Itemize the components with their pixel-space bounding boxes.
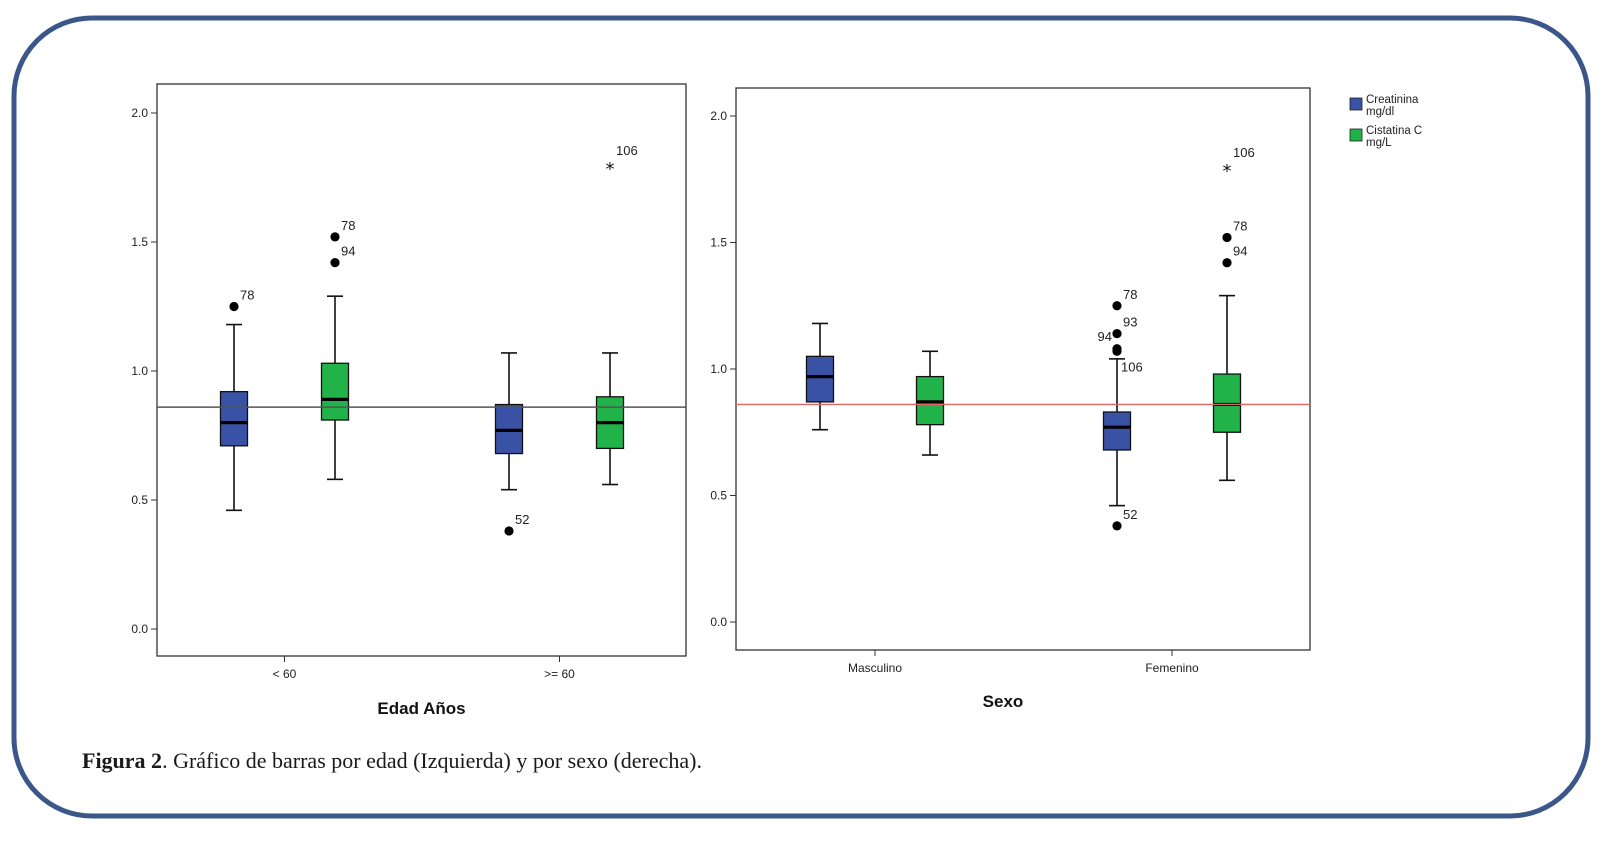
box-plot: 78 94 — [320, 218, 355, 481]
outlier-label: 106 — [1121, 359, 1143, 374]
outlier-label: 106 — [616, 143, 638, 158]
chart-sexo: 0.0 0.5 1.0 1.5 2.0 Masculino Femenino Sexo 78 93… — [710, 87, 1311, 711]
outlier-label: 94 — [1233, 244, 1247, 259]
y-tick-label: 2.0 — [710, 109, 727, 123]
caption-text: . Gráfico de barras por edad (Izquierda)… — [162, 748, 703, 773]
outlier-point — [330, 232, 340, 242]
outlier-label: 52 — [515, 512, 529, 527]
outlier-point — [1112, 301, 1122, 311]
outlier-point — [1112, 346, 1122, 356]
extreme-marker: * — [606, 159, 615, 180]
legend-swatch — [1349, 128, 1363, 142]
outlier-label: 78 — [1123, 287, 1137, 302]
y-tick-label: 0.0 — [131, 622, 148, 636]
box-plot: 52 — [494, 352, 529, 536]
iqr-box — [320, 362, 350, 421]
outlier-point — [1112, 328, 1122, 339]
outlier-label: 78 — [1233, 218, 1247, 233]
outlier-point — [1222, 258, 1232, 268]
legend-unit: mg/L — [1366, 137, 1392, 149]
x-tick-label: >= 60 — [544, 667, 575, 681]
iqr-box — [219, 390, 249, 447]
caption-label: Figura 2 — [82, 748, 163, 773]
outlier-label: 78 — [240, 288, 254, 303]
y-tick-label: 1.0 — [131, 364, 148, 378]
box-plot: 78 93 94 106 52 — [1098, 287, 1143, 531]
x-tick-label: < 60 — [273, 667, 297, 681]
outlier-label: 52 — [1123, 507, 1137, 522]
figure-caption: Figura 2. Gráfico de barras por edad (Iz… — [82, 748, 702, 774]
outlier-label: 93 — [1123, 315, 1137, 330]
y-tick-label: 1.5 — [131, 235, 148, 249]
legend-unit: mg/dl — [1366, 106, 1394, 118]
extreme-marker: * — [1223, 161, 1232, 182]
y-tick-label: 0.5 — [131, 493, 148, 507]
legend-label: Cistatina C — [1366, 125, 1422, 137]
outlier-point — [229, 301, 239, 312]
box-plot — [915, 350, 945, 456]
y-tick-label: 1.0 — [710, 362, 727, 376]
legend-swatch — [1349, 97, 1363, 111]
x-axis-title: Sexo — [983, 692, 1024, 711]
outlier-point — [1112, 521, 1122, 531]
x-tick-label: Femenino — [1145, 661, 1199, 675]
outlier-label: 78 — [341, 218, 355, 233]
iqr-box — [805, 355, 835, 403]
outlier-label: 94 — [341, 244, 355, 259]
box-plot: *106 — [595, 143, 638, 486]
y-tick-label: 0.0 — [710, 615, 727, 629]
outlier-point — [1222, 232, 1232, 243]
plot-area — [156, 83, 687, 657]
y-tick-label: 1.5 — [710, 236, 727, 250]
x-tick-label: Masculino — [848, 661, 902, 675]
outlier-label: 94 — [1098, 329, 1112, 344]
x-axis-title: Edad Años — [377, 699, 465, 718]
y-tick-label: 2.0 — [131, 106, 148, 120]
box-plot: 78 — [219, 288, 254, 512]
iqr-box — [1102, 411, 1132, 451]
chart-edad: 0.0 0.5 1.0 1.5 2.0 < 60 >= 60 Edad Años 78 52 78 9… — [131, 83, 687, 718]
outlier-point — [504, 526, 514, 536]
box-plot — [805, 322, 835, 431]
outlier-point — [330, 258, 340, 268]
rounded-border — [11, 15, 1591, 819]
outlier-label: 106 — [1233, 145, 1255, 160]
y-tick-label: 0.5 — [710, 489, 727, 503]
legend-label: Creatinina — [1366, 94, 1419, 106]
